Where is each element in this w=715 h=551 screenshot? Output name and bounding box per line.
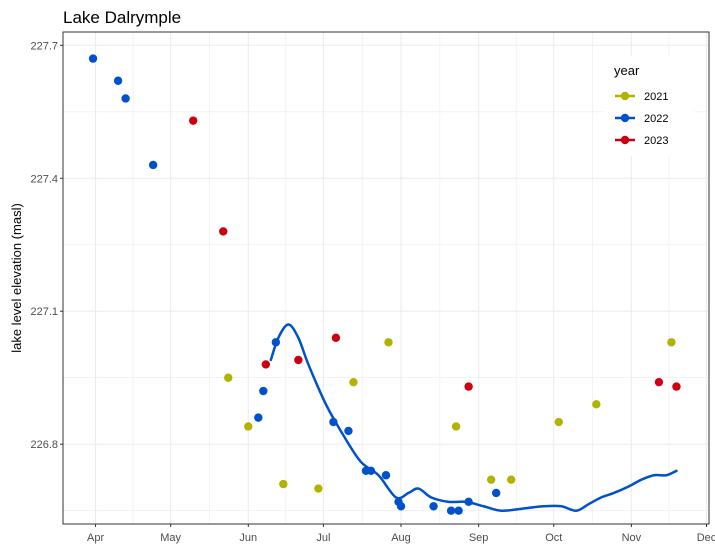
data-point-2023 bbox=[219, 227, 228, 236]
y-axis: 227.7 227.4 227.1 226.8 bbox=[30, 40, 63, 451]
y-tick-label: 227.7 bbox=[30, 40, 58, 52]
chart-title: Lake Dalrymple bbox=[63, 8, 181, 27]
data-point-2022 bbox=[121, 94, 130, 103]
data-point-2022 bbox=[254, 413, 263, 422]
data-point-2021 bbox=[384, 338, 393, 347]
data-point-2023 bbox=[672, 382, 681, 391]
data-point-2022 bbox=[271, 338, 281, 347]
x-tick-label: Apr bbox=[87, 532, 104, 544]
legend-title: year bbox=[614, 63, 640, 78]
x-tick-label: Sep bbox=[469, 532, 489, 544]
data-point-2021 bbox=[506, 475, 516, 484]
x-tick-label: Nov bbox=[622, 532, 642, 544]
data-point-2023 bbox=[261, 360, 271, 369]
data-point-2023 bbox=[189, 116, 198, 125]
legend-label-2021: 2021 bbox=[644, 91, 668, 103]
data-point-2022 bbox=[446, 506, 456, 515]
data-point-2023 bbox=[294, 355, 303, 365]
data-point-2021 bbox=[244, 422, 253, 431]
x-tick-label: Jul bbox=[316, 532, 330, 544]
data-point-2021 bbox=[349, 377, 358, 387]
data-point-2022 bbox=[113, 76, 123, 85]
data-point-2022 bbox=[259, 386, 268, 396]
data-point-2022 bbox=[396, 502, 406, 511]
legend: year 2021 2022 2023 bbox=[604, 56, 694, 156]
legend-key-point-2021 bbox=[620, 91, 630, 101]
data-point-2022 bbox=[148, 160, 158, 170]
data-point-2021 bbox=[486, 475, 496, 484]
data-point-2022 bbox=[381, 471, 391, 480]
x-tick-label: May bbox=[160, 532, 181, 544]
y-axis-title: lake level elevation (masl) bbox=[9, 203, 24, 353]
legend-items: 2021 2022 2023 bbox=[615, 91, 668, 147]
data-point-2021 bbox=[554, 417, 563, 427]
data-points bbox=[88, 54, 681, 515]
data-point-2022 bbox=[491, 488, 501, 498]
data-point-2022 bbox=[464, 497, 473, 507]
plot-panel-border bbox=[62, 31, 710, 525]
data-point-2023 bbox=[654, 377, 664, 387]
x-tick-label: Oct bbox=[545, 532, 562, 544]
data-point-2021 bbox=[279, 479, 288, 489]
legend-key-point-2022 bbox=[620, 113, 630, 123]
y-tick-label: 227.4 bbox=[30, 173, 58, 185]
y-tick-label: 226.8 bbox=[30, 439, 58, 451]
data-point-2023 bbox=[331, 333, 341, 343]
x-tick-label: Jun bbox=[239, 532, 257, 544]
data-point-2021 bbox=[592, 400, 601, 409]
data-point-2022 bbox=[88, 54, 98, 63]
data-point-2023 bbox=[464, 382, 473, 391]
data-point-2022 bbox=[454, 506, 463, 515]
data-point-2022 bbox=[329, 417, 338, 427]
legend-label-2022: 2022 bbox=[644, 113, 668, 125]
x-tick-label: Aug bbox=[391, 532, 411, 544]
data-point-2022 bbox=[344, 426, 353, 436]
data-point-2022 bbox=[366, 466, 376, 476]
legend-key-point-2023 bbox=[620, 135, 630, 145]
data-point-2021 bbox=[451, 422, 461, 431]
legend-label-2023: 2023 bbox=[644, 135, 668, 147]
grid bbox=[63, 32, 709, 524]
y-tick-label: 227.1 bbox=[30, 306, 58, 318]
data-point-2021 bbox=[667, 338, 676, 347]
data-point-2021 bbox=[224, 373, 233, 382]
x-tick-label: Dec bbox=[697, 532, 715, 544]
x-axis: Apr May Jun Jul Aug Sep Oct Nov Dec bbox=[87, 524, 715, 544]
data-point-2022 bbox=[429, 502, 438, 511]
data-point-2021 bbox=[314, 484, 323, 493]
